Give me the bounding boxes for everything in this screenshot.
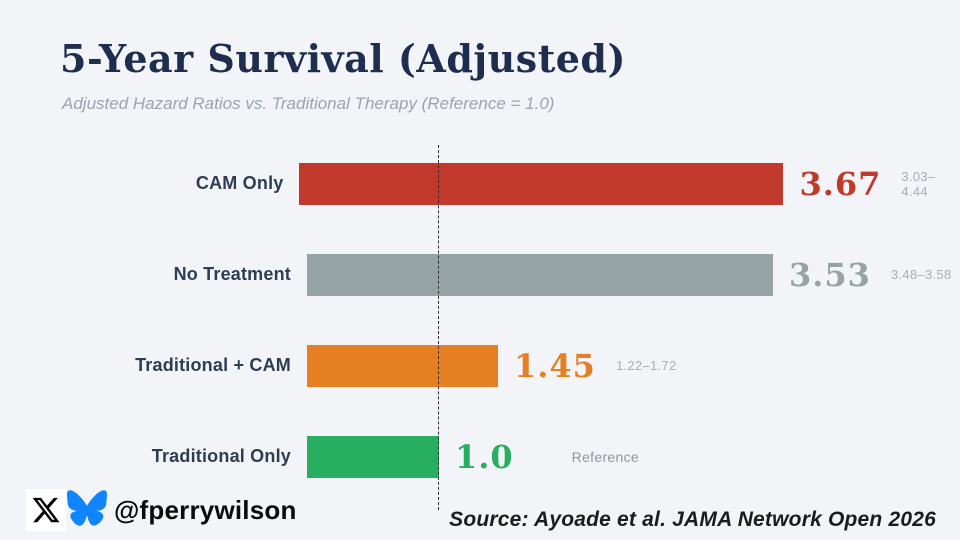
social-handle: @fperrywilson bbox=[114, 494, 297, 525]
reference-label: Reference bbox=[571, 448, 639, 465]
bar-value-label: 3.53 bbox=[789, 255, 871, 294]
reference-line bbox=[438, 145, 439, 510]
source-citation: Source: Ayoade et al. JAMA Network Open … bbox=[449, 508, 936, 531]
attribution-badge: @fperrywilson bbox=[26, 488, 297, 532]
bar-value-label: 3.67 bbox=[799, 164, 882, 203]
confidence-interval-label: 3.03–4.44 bbox=[901, 168, 936, 199]
confidence-interval-label: 1.22–1.72 bbox=[615, 358, 677, 373]
bar-row: No Treatment 3.53 3.48–3.58 bbox=[60, 229, 960, 320]
hazard-ratio-bar bbox=[307, 344, 498, 387]
bar-value-label: 1.0 bbox=[455, 437, 514, 476]
bar-row: Traditional + CAM 1.45 1.22–1.72 bbox=[60, 320, 960, 411]
page-title: 5-Year Survival (Adjusted) bbox=[60, 36, 626, 81]
category-label: CAM Only bbox=[195, 173, 284, 193]
category-label: Traditional Only bbox=[151, 446, 291, 466]
bluesky-butterfly-icon bbox=[64, 488, 110, 533]
hazard-ratio-bar bbox=[307, 435, 439, 478]
category-label: No Treatment bbox=[173, 264, 291, 284]
hazard-ratio-bar bbox=[299, 162, 784, 205]
confidence-interval-label: 3.48–3.58 bbox=[890, 267, 952, 282]
bar-row: CAM Only 3.67 3.03–4.44 bbox=[60, 138, 960, 229]
category-label: Traditional + CAM bbox=[135, 355, 291, 375]
bar-row: Traditional Only 1.0 Reference bbox=[60, 411, 960, 502]
x-logo-icon bbox=[26, 489, 66, 531]
bar-value-label: 1.45 bbox=[514, 346, 596, 385]
page-subtitle: Adjusted Hazard Ratios vs. Traditional T… bbox=[62, 94, 555, 113]
hazard-ratio-bar bbox=[307, 253, 773, 296]
